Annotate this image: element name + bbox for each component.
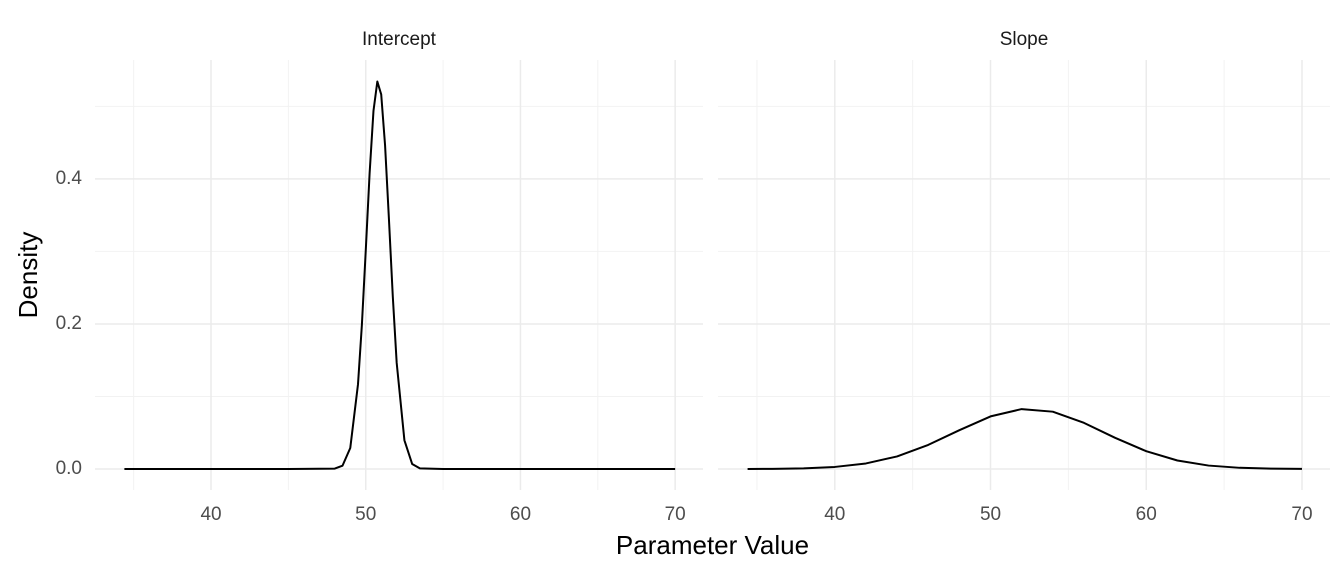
density-line (747, 408, 1302, 470)
y-axis-title: Density (13, 232, 43, 319)
x-tick-label: 70 (1291, 504, 1312, 525)
x-tick-label: 50 (355, 504, 376, 525)
y-tick-label: 0.4 (56, 168, 83, 189)
x-tick-label: 70 (665, 504, 686, 525)
strip-title: Slope (1000, 29, 1049, 50)
strip-title: Intercept (362, 29, 437, 50)
y-tick-label: 0.2 (56, 313, 82, 334)
y-tick-label: 0.0 (56, 458, 82, 479)
x-tick-label: 40 (200, 504, 221, 525)
x-tick-label: 60 (510, 504, 531, 525)
x-tick-label: 50 (980, 504, 1001, 525)
density-line (124, 80, 676, 470)
x-tick-label: 60 (1136, 504, 1157, 525)
x-tick-label: 40 (824, 504, 845, 525)
x-axis-title: Parameter Value (616, 530, 809, 560)
